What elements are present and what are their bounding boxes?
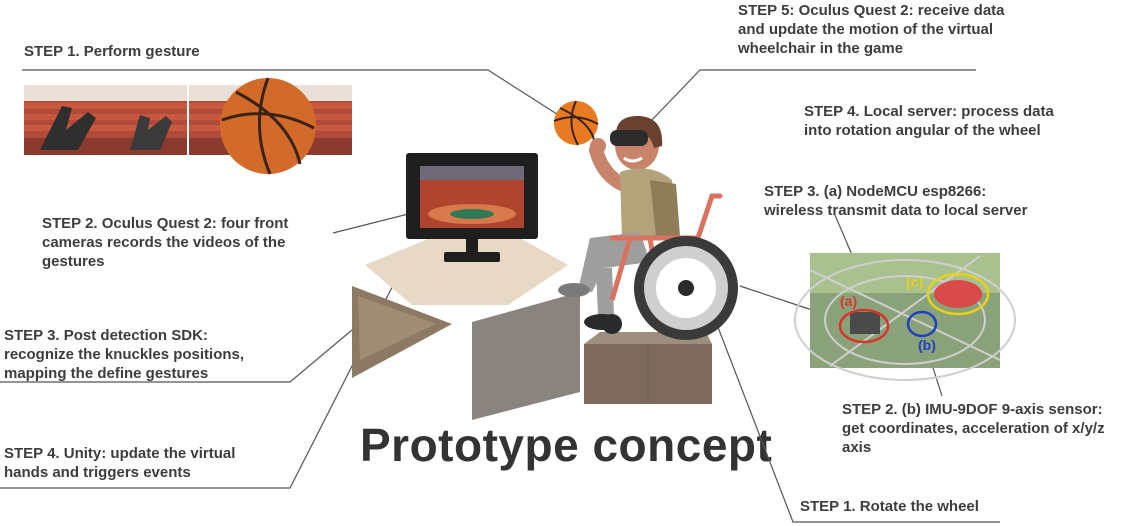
photo-label-c: (c) (906, 274, 924, 290)
right-step-3a-label: STEP 3. (a) NodeMCU esp8266: wireless tr… (764, 183, 1028, 219)
connector-step3a-right (834, 214, 853, 256)
basketball-icon (554, 101, 598, 145)
monitor-icon (406, 153, 538, 262)
connector-step3-left (0, 329, 353, 383)
connector-step4-left (0, 251, 411, 489)
connector-step1-left (22, 69, 561, 117)
right-step-5-label: STEP 5: Oculus Quest 2: receive data and… (738, 2, 1005, 57)
platform-box (584, 332, 712, 404)
gesture-photo-strip (24, 77, 352, 175)
wheelchair-user (553, 100, 738, 340)
left-step-3-label: STEP 3. Post detection SDK: recognize th… (4, 327, 245, 382)
left-step-4-label: STEP 4. Unity: update the virtual hands … (4, 445, 236, 481)
connector-lines (0, 69, 1000, 523)
diagram-title: Prototype concept (360, 419, 773, 471)
sensor-photo (794, 253, 1016, 381)
connector-step5-right (649, 69, 976, 123)
right-step-1-label: STEP 1. Rotate the wheel (800, 498, 979, 515)
photo-label-b: (b) (918, 337, 936, 353)
left-step-1-label: STEP 1. Perform gesture (24, 43, 200, 60)
right-step-4-label: STEP 4. Local server: process data into … (804, 103, 1054, 139)
left-step-2-label: STEP 2. Oculus Quest 2: four front camer… (42, 215, 289, 270)
connector-step4-right (739, 285, 813, 311)
floor-tiles (352, 238, 580, 420)
connector-step1-right (715, 321, 1000, 523)
photo-label-a: (a) (840, 293, 858, 309)
right-step-2b-label: STEP 2. (b) IMU-9DOF 9-axis sensor: get … (842, 401, 1105, 456)
